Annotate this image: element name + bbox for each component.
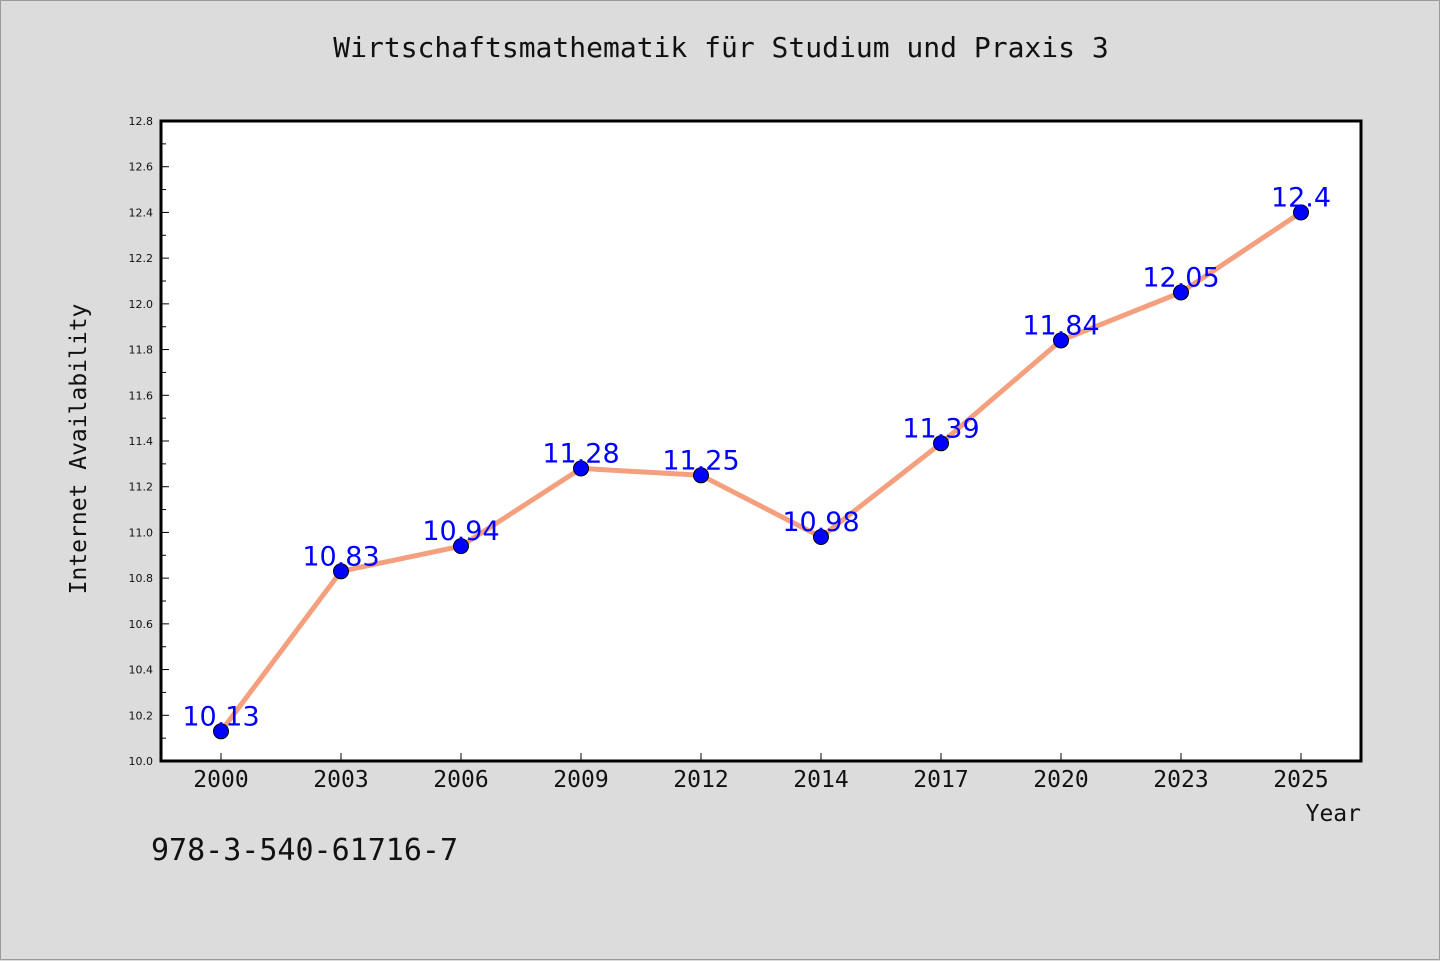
data-point: [1173, 284, 1189, 301]
data-label: 12.05: [1142, 262, 1219, 293]
y-tick-label: 11.2: [129, 481, 154, 494]
y-tick-label: 11.0: [129, 526, 154, 539]
data-point: [573, 460, 589, 477]
data-label: 11.84: [1022, 310, 1099, 341]
y-tick-label: 10.4: [129, 664, 154, 677]
y-tick-label: 10.8: [129, 572, 154, 585]
chart-title: Wirtschaftsmathematik für Studium und Pr…: [333, 31, 1109, 64]
y-tick-label: 12.8: [129, 115, 154, 128]
data-label: 11.28: [542, 438, 619, 469]
series-line: [219, 210, 1303, 733]
data-point: [1053, 332, 1069, 349]
data-label: 12.4: [1271, 182, 1331, 213]
x-tick-label: 2003: [313, 767, 368, 793]
data-point: [213, 723, 229, 740]
y-tick-label: 11.4: [129, 435, 154, 448]
data-label: 10.98: [782, 507, 859, 538]
x-tick-label: 2025: [1273, 767, 1328, 793]
x-tick-label: 2023: [1153, 767, 1208, 793]
data-label: 10.13: [182, 701, 259, 732]
x-tick-label: 2006: [433, 767, 488, 793]
x-tick-label: 2017: [913, 767, 968, 793]
x-axis-label: Year: [1306, 801, 1361, 827]
data-label: 11.25: [662, 445, 739, 476]
x-tick-label: 2009: [553, 767, 608, 793]
data-point: [1293, 204, 1309, 221]
y-axis-label: Internet Availability: [66, 304, 92, 595]
y-tick-label: 11.6: [129, 389, 154, 402]
data-point: [693, 467, 709, 484]
data-label: 10.83: [302, 541, 379, 572]
y-tick-label: 10.6: [129, 618, 154, 631]
y-tick-label: 10.0: [129, 755, 154, 768]
data-label: 11.39: [902, 413, 979, 444]
y-tick-label: 12.2: [129, 252, 154, 265]
x-tick-label: 2014: [793, 767, 848, 793]
y-tick-label: 12.0: [129, 298, 154, 311]
y-tick-label: 12.4: [129, 206, 154, 219]
data-point: [813, 529, 829, 545]
y-tick-label: 12.6: [129, 161, 154, 174]
y-tick-label: 10.2: [129, 709, 154, 722]
isbn-text: 978-3-540-61716-7: [151, 833, 459, 868]
data-point: [453, 538, 469, 555]
data-label: 10.94: [422, 516, 499, 547]
data-point: [333, 563, 349, 580]
x-tick-label: 2012: [673, 767, 728, 793]
plot-area: [159, 119, 1363, 763]
y-tick-label: 11.8: [129, 344, 154, 357]
x-tick-label: 2020: [1033, 767, 1088, 793]
x-tick-label: 2000: [193, 767, 248, 793]
data-point: [933, 435, 949, 452]
